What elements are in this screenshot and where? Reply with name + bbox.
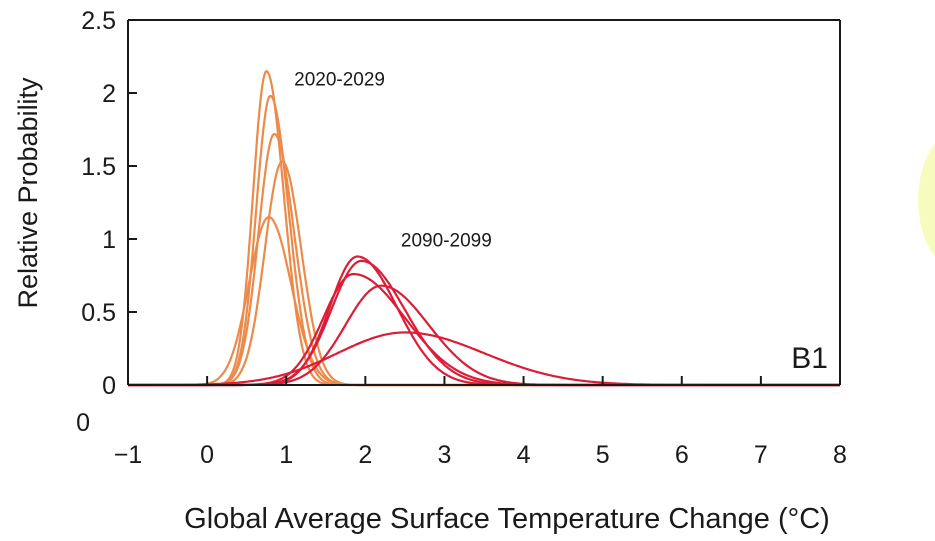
x-ticks: −1 0 1 2 3 4 5 6 7 8 xyxy=(114,376,847,469)
annotation-2090-2099: 2090-2099 xyxy=(401,230,492,251)
x-tick-label: 8 xyxy=(833,441,847,469)
pdf-curve-2020-2029-4 xyxy=(128,160,840,387)
cropped-zero-glyph: 0 xyxy=(76,409,90,437)
x-tick-label: 0 xyxy=(200,441,214,469)
pdf-curve-2020-2029-1 xyxy=(128,70,840,387)
y-tick-label: 2.5 xyxy=(81,7,116,35)
panel-label-b1: B1 xyxy=(791,342,828,375)
x-tick-label: 3 xyxy=(437,441,451,469)
y-ticks: 0 0.5 1 1.5 2 2.5 xyxy=(81,7,137,400)
y-tick-label: 0.5 xyxy=(81,299,116,327)
decorative-highlight xyxy=(918,143,935,257)
annotation-2020-2029: 2020-2029 xyxy=(294,70,385,91)
x-tick-label: 6 xyxy=(675,441,689,469)
x-tick-label: −1 xyxy=(114,441,143,469)
x-tick-label: 5 xyxy=(596,441,610,469)
x-tick-label: 2 xyxy=(358,441,372,469)
y-tick-label: 1 xyxy=(102,226,116,254)
x-tick-label: 1 xyxy=(279,441,293,469)
curves-layer xyxy=(128,70,840,387)
x-axis-label: Global Average Surface Temperature Chang… xyxy=(184,503,830,535)
y-tick-label: 0 xyxy=(102,372,116,400)
x-tick-label: 7 xyxy=(754,441,768,469)
y-axis-label: Relative Probability xyxy=(13,77,43,309)
pdf-curve-2090-2099-5 xyxy=(128,331,840,387)
x-tick-label: 4 xyxy=(517,441,531,469)
y-tick-label: 2 xyxy=(102,80,116,108)
y-tick-label: 1.5 xyxy=(81,153,116,181)
